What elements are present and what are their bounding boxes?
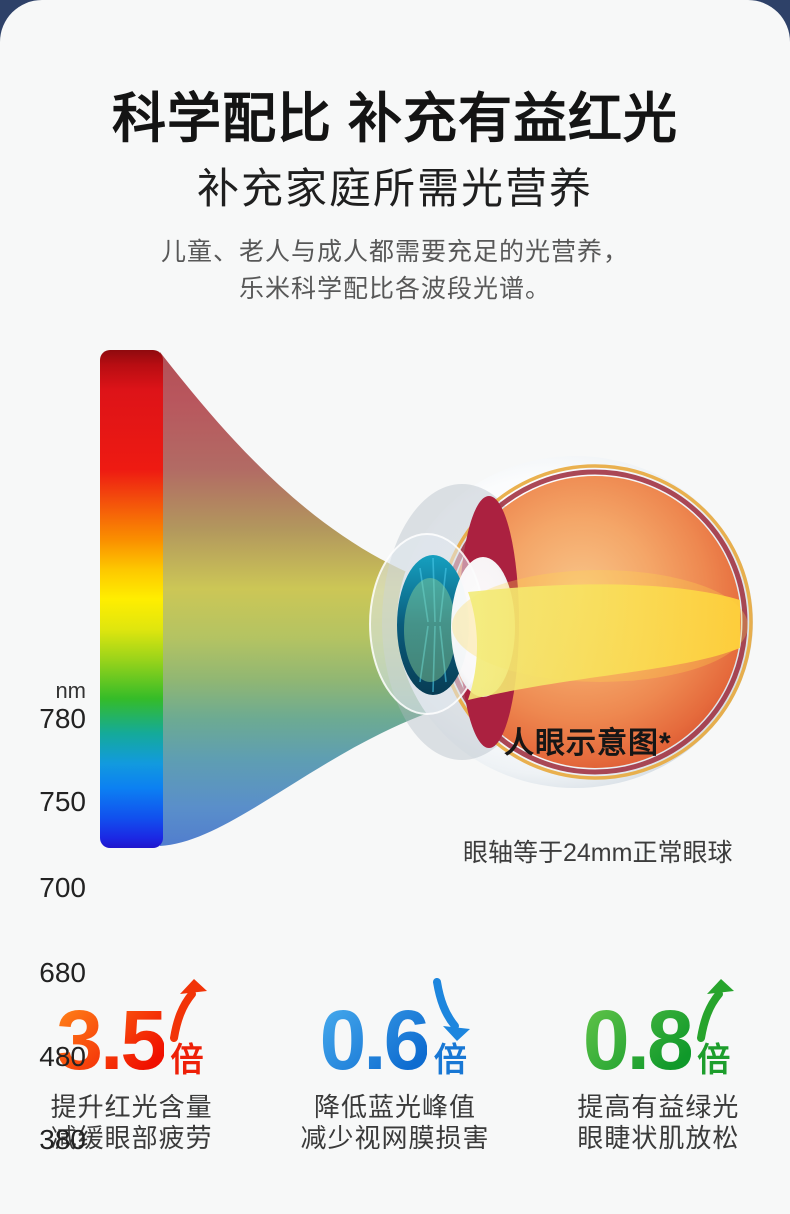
page-subtitle: 补充家庭所需光营养 [196, 165, 593, 212]
stat-blue-line-2: 减少视网膜损害 [300, 1123, 490, 1153]
stats-row: 3.5 倍 提升红光含量 减缓眼部疲劳 0.6 [0, 966, 790, 1154]
spectrum-tick-680: 680 [39, 957, 86, 988]
eye-illustration [369, 456, 753, 788]
spectrum-tick-380: 380 [39, 1124, 86, 1155]
stat-green-value: 0.8 [582, 993, 694, 1088]
eye-iris-streaks [419, 557, 447, 693]
trend-up-arrow-icon [696, 979, 734, 1043]
stat-red-value: 3.5 [56, 993, 167, 1088]
focused-light-beam [468, 584, 740, 700]
spectrum-tick-780: 780 [39, 703, 86, 734]
stat-red-value-group: 3.5 倍 [56, 966, 208, 1088]
spectrum-tick-700: 700 [39, 872, 86, 903]
stat-red-line-2: 减缓眼部疲劳 [50, 1123, 213, 1153]
spectrum-tick-480: 480 [39, 1041, 86, 1072]
stat-green-line-2: 眼睫状肌放松 [577, 1123, 740, 1153]
stat-blue-value: 0.6 [319, 993, 431, 1088]
trend-up-arrow-icon [170, 979, 208, 1043]
spectrum-color-bar [100, 350, 163, 848]
eye-iris [397, 555, 469, 695]
stat-green-light: 0.8 倍 提高有益绿光 眼睫状肌放松 [527, 966, 790, 1154]
stat-blue-value-group: 0.6 倍 [319, 966, 471, 1088]
eye-iris-glow [404, 578, 456, 682]
stat-red-light: 3.5 倍 提升红光含量 减缓眼部疲劳 [0, 966, 263, 1154]
stat-blue-line-1: 降低蓝光峰值 [313, 1092, 476, 1122]
stat-red-line-1: 提升红光含量 [50, 1092, 213, 1122]
stat-blue-light: 0.6 倍 降低蓝光峰值 减少视网膜损害 [263, 966, 526, 1154]
spectrum-unit-label: nm [55, 678, 86, 703]
spectrum-eye-diagram: nm 780 750 700 680 480 380 人眼示意图* 眼轴等于24… [0, 330, 790, 1154]
stat-blue-unit: 倍 [433, 1041, 467, 1079]
stat-red-unit: 倍 [170, 1041, 204, 1079]
stat-green-line-1: 提高有益绿光 [577, 1092, 740, 1122]
stat-green-unit: 倍 [697, 1041, 731, 1079]
eye-diagram-label: 人眼示意图* [504, 727, 672, 760]
spectrum-funnel-beam [160, 352, 462, 846]
trend-down-arrow-icon [433, 978, 471, 1042]
spectrum-tick-750: 750 [39, 786, 86, 817]
description-line-2: 乐米科学配比各波段光谱。 [238, 275, 551, 303]
page-title: 科学配比 补充有益红光 [111, 89, 678, 149]
stat-green-value-group: 0.8 倍 [582, 966, 734, 1088]
description-line-1: 儿童、老人与成人都需要充足的光营养， [160, 238, 629, 266]
light-beam-and-eye-illustration [160, 352, 753, 846]
eye-diagram-caption: 眼轴等于24mm正常眼球 [463, 839, 733, 867]
